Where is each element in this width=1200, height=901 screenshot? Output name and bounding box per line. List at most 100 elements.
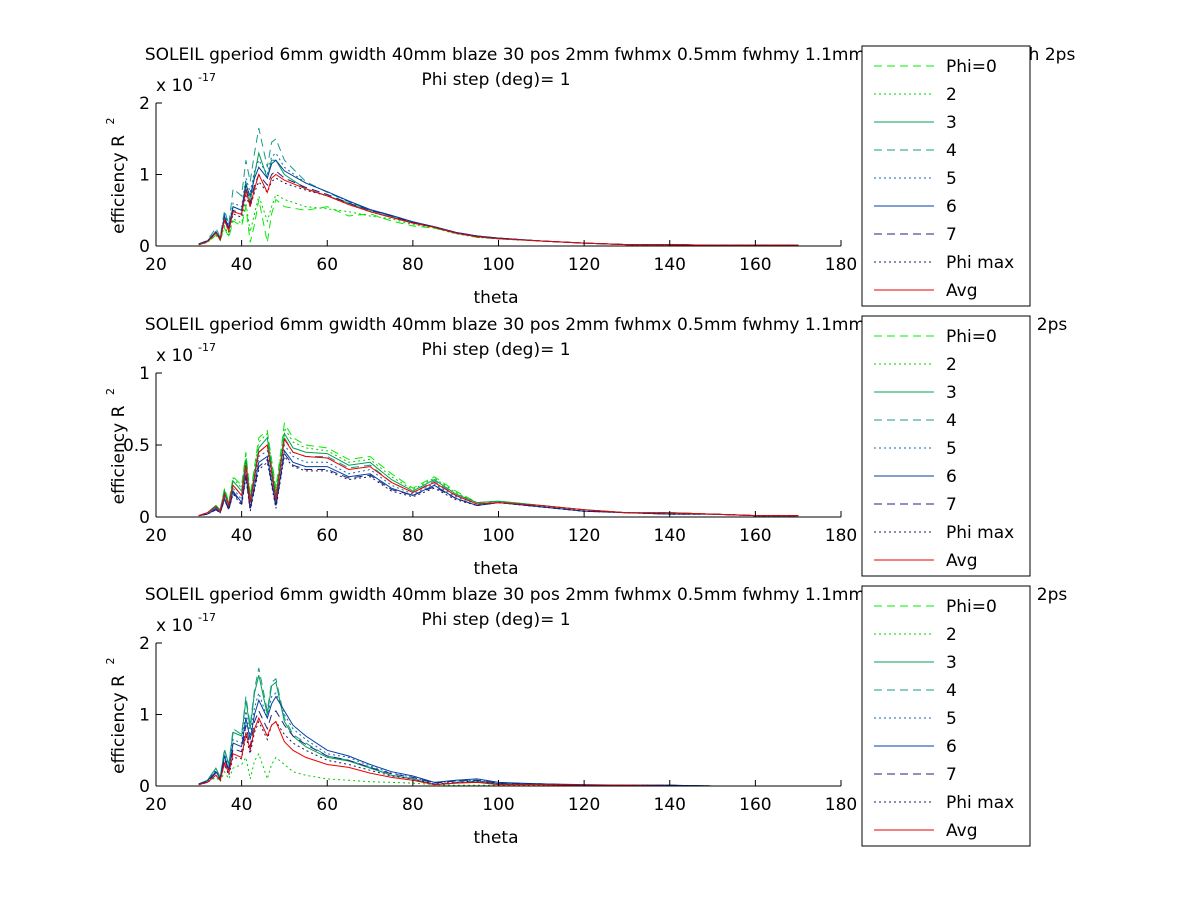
legend-box xyxy=(861,45,1031,307)
legend-label: Phi=0 xyxy=(946,327,997,347)
series-line-7 xyxy=(198,452,799,517)
series-line-5 xyxy=(198,443,799,517)
y-exponent-label: x 10 xyxy=(156,346,193,366)
series-group xyxy=(198,421,799,517)
legend-label: 3 xyxy=(946,653,957,673)
legend-label: Phi max xyxy=(946,793,1014,813)
series-line-6 xyxy=(198,449,799,517)
legend-label: Phi max xyxy=(946,523,1014,543)
chart-subtitle: Phi step (deg)= 1 xyxy=(421,610,570,630)
legend-box xyxy=(861,585,1031,847)
series-line-2 xyxy=(198,752,799,787)
series-line-avg xyxy=(198,716,799,787)
series-line-4 xyxy=(198,436,799,517)
series-group xyxy=(198,667,799,787)
x-tick-label: 80 xyxy=(402,255,424,275)
chart-title-tail: h 2ps xyxy=(1029,45,1076,65)
legend-label: Phi=0 xyxy=(946,57,997,77)
y-axis-label: efficiency R xyxy=(109,135,129,234)
legend-label: 5 xyxy=(946,169,957,189)
series-line-4 xyxy=(198,667,799,787)
legend-label: 2 xyxy=(946,355,957,375)
chart-title-tail: 2ps xyxy=(1037,585,1068,605)
x-tick-label: 160 xyxy=(739,255,771,275)
x-tick-label: 40 xyxy=(231,795,253,815)
x-axis-label: theta xyxy=(474,828,519,848)
y-exponent-superscript: -17 xyxy=(198,611,216,624)
x-tick-label: 180 xyxy=(825,255,857,275)
legend: Phi=0 2 3 4 5 6 7 Phi max Avg xyxy=(861,45,1031,307)
legend-label: Avg xyxy=(946,821,978,841)
x-tick-label: 120 xyxy=(568,526,600,546)
legend-label: 2 xyxy=(946,85,957,105)
chart-subtitle: Phi step (deg)= 1 xyxy=(421,340,570,360)
series-line-phi-max xyxy=(198,177,799,246)
x-tick-label: 100 xyxy=(482,526,514,546)
x-tick-label: 180 xyxy=(825,526,857,546)
x-tick-label: 140 xyxy=(654,255,686,275)
y-exponent-label: x 10 xyxy=(156,76,193,96)
y-exponent-superscript: -17 xyxy=(198,71,216,84)
y-axis-label-superscript: 2 xyxy=(104,118,117,125)
y-axis-label-superscript: 2 xyxy=(104,388,117,395)
y-axis-label: efficiency R xyxy=(109,405,129,504)
chart-title-tail: 2ps xyxy=(1037,315,1068,335)
series-line-4 xyxy=(198,127,799,246)
legend-label: 6 xyxy=(946,737,957,757)
x-tick-label: 60 xyxy=(316,255,338,275)
x-tick-label: 80 xyxy=(402,526,424,546)
legend-label: 5 xyxy=(946,439,957,459)
series-line-phi-0 xyxy=(198,421,799,517)
chart-3: 20 40 60 80 100 120 140 160 180 0 1 2 x 10 -17 SOLEIL … xyxy=(104,585,1067,848)
chart-title: SOLEIL gperiod 6mm gwidth 40mm blaze 30 … xyxy=(145,315,945,335)
x-axis-label: theta xyxy=(474,288,519,308)
legend-label: 7 xyxy=(946,765,957,785)
legend-label: 3 xyxy=(946,383,957,403)
legend-label: 2 xyxy=(946,625,957,645)
legend-box xyxy=(861,315,1031,577)
series-line-6 xyxy=(198,159,799,246)
x-tick-label: 60 xyxy=(316,526,338,546)
x-tick-label: 20 xyxy=(145,255,167,275)
legend-label: Avg xyxy=(946,551,978,571)
x-tick-label: 20 xyxy=(145,526,167,546)
y-tick-label: 1 xyxy=(139,706,150,726)
legend-label: 5 xyxy=(946,709,957,729)
series-line-7 xyxy=(198,709,799,787)
y-exponent-label: x 10 xyxy=(156,616,193,636)
legend-label: 7 xyxy=(946,495,957,515)
y-axis-label: efficiency R xyxy=(109,675,129,774)
series-line-2 xyxy=(198,193,799,246)
series-group xyxy=(198,127,799,246)
series-line-6 xyxy=(198,695,799,787)
x-tick-label: 160 xyxy=(739,526,771,546)
series-line-phi-max xyxy=(198,455,799,517)
x-tick-label: 120 xyxy=(568,255,600,275)
series-line-5 xyxy=(198,691,799,787)
y-tick-label: 1 xyxy=(139,364,150,384)
series-line-2 xyxy=(198,426,799,517)
chart-1: 20 40 60 80 100 120 140 160 180 0 1 2 x 10 -17 SOLEIL … xyxy=(104,45,1075,308)
legend-label: Phi=0 xyxy=(946,597,997,617)
legend-label: 4 xyxy=(946,141,957,161)
x-tick-label: 120 xyxy=(568,795,600,815)
legend-label: 4 xyxy=(946,411,957,431)
series-line-phi-max xyxy=(198,720,799,787)
legend-label: 6 xyxy=(946,467,957,487)
x-tick-label: 20 xyxy=(145,795,167,815)
legend-label: 7 xyxy=(946,225,957,245)
legend-label: 6 xyxy=(946,197,957,217)
y-tick-label: 2 xyxy=(139,94,150,114)
y-exponent-superscript: -17 xyxy=(198,341,216,354)
series-line-avg xyxy=(198,437,799,517)
chart-2: 20 40 60 80 100 120 140 160 180 0 0.5 1 x 10 -17 SOLEI… xyxy=(104,315,1067,579)
series-line-3 xyxy=(198,151,799,246)
y-tick-label: 0 xyxy=(139,777,150,797)
legend: Phi=0 2 3 4 5 6 7 Phi max Avg xyxy=(861,585,1031,847)
chart-subtitle: Phi step (deg)= 1 xyxy=(421,70,570,90)
x-tick-label: 40 xyxy=(231,255,253,275)
y-tick-label: 0.5 xyxy=(123,436,150,456)
x-tick-label: 60 xyxy=(316,795,338,815)
x-tick-label: 160 xyxy=(739,795,771,815)
